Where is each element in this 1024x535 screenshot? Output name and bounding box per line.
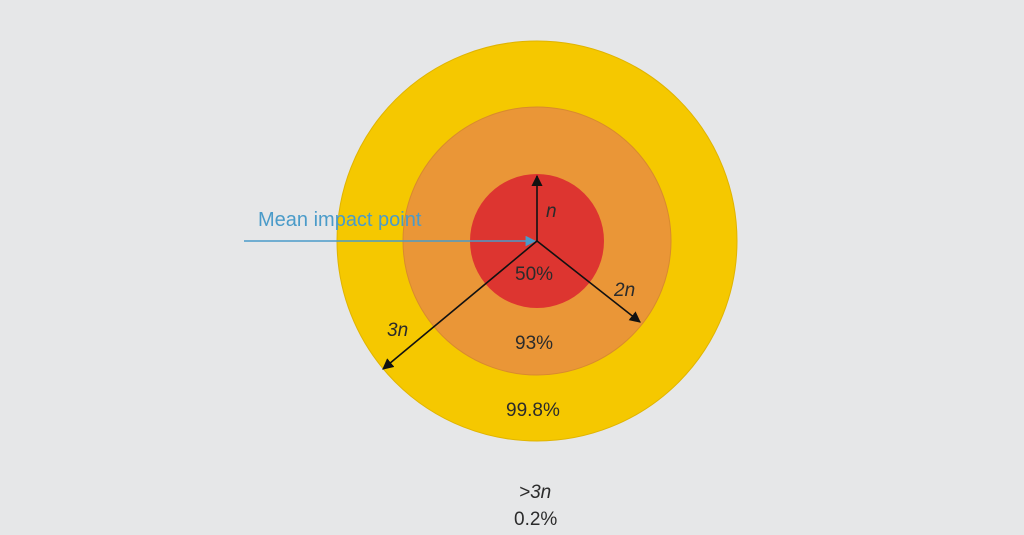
zone-50-percent-label: 50% [515, 264, 554, 285]
outside-percent-label: 0.2% [514, 509, 558, 530]
outside-radius-label: >3n [519, 482, 552, 503]
radius-3n-label: 3n [387, 320, 409, 341]
zone-99-8-percent-label: 99.8% [506, 400, 560, 421]
radius-3n-arrow [382, 240, 538, 370]
zone-93-percent-label: 93% [515, 333, 554, 354]
radius-2n-label: 2n [614, 280, 636, 301]
radius-n-label: n [546, 201, 557, 222]
mean-impact-point-label: Mean impact point [258, 209, 422, 231]
radius-2n-arrow [536, 240, 641, 323]
